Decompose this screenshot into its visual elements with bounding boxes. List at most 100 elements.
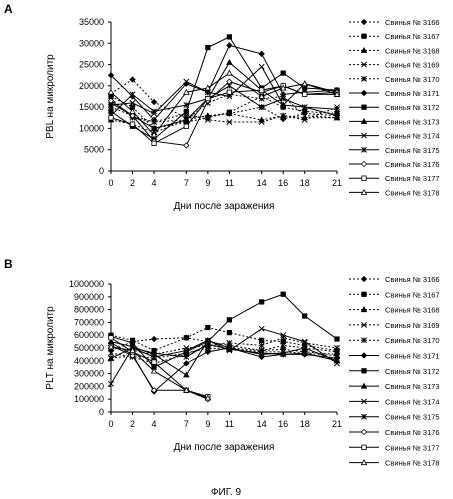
x-tick-label: 16 <box>278 419 288 429</box>
data-point <box>151 140 157 146</box>
legend-entry-3169: Свинья № 3169 <box>349 61 440 70</box>
legend-label: Свинья № 3177 <box>385 174 440 183</box>
legend-swatch-marker <box>360 117 368 124</box>
series-3178 <box>107 69 341 138</box>
data-point <box>258 63 265 70</box>
data-point <box>150 98 158 106</box>
data-point <box>183 78 190 85</box>
x-tick-label: 7 <box>184 178 189 188</box>
x-tick-label: 4 <box>152 178 157 188</box>
data-point <box>129 99 136 106</box>
data-point <box>108 380 114 387</box>
data-point <box>226 89 232 95</box>
y-tick-label: 800000 <box>74 305 104 315</box>
data-point <box>301 116 308 123</box>
data-point <box>301 80 308 87</box>
series-3172 <box>108 34 340 142</box>
data-point <box>280 70 286 76</box>
data-point <box>150 125 158 131</box>
data-point <box>280 291 286 297</box>
data-point <box>108 115 114 121</box>
legend-label: Свинья № 3175 <box>385 413 440 422</box>
data-point <box>204 348 212 356</box>
data-point <box>108 108 114 115</box>
data-point <box>226 119 233 125</box>
legend-entry-3174: Свинья № 3174 <box>349 397 440 406</box>
legend-entry-3170: Свинья № 3170 <box>349 75 440 84</box>
data-point <box>108 335 114 341</box>
data-point <box>204 394 212 401</box>
series-line <box>110 65 338 117</box>
legend-label: Свинья № 3169 <box>385 321 440 330</box>
data-point <box>183 360 190 367</box>
y-tick-label: 700000 <box>74 317 104 327</box>
data-point <box>226 317 232 323</box>
legend-swatch-marker <box>361 146 367 153</box>
y-tick-label: 300000 <box>74 369 104 379</box>
data-point <box>204 112 212 119</box>
legend-entry-3166: Свинья № 3166 <box>349 275 440 284</box>
data-point <box>302 91 308 97</box>
panel-label-b: B <box>4 257 13 271</box>
chart-panel-b: 0 100000 200000 300000 400000 500000 600000 700… <box>45 275 440 468</box>
legend-label: Свинья № 3178 <box>385 459 440 468</box>
y-tick-label: 500000 <box>74 343 104 353</box>
y-tick-label: 35000 <box>79 17 104 27</box>
x-tick-label: 0 <box>108 178 113 188</box>
data-point <box>150 367 158 374</box>
legend-label: Свинья № 3171 <box>385 89 440 98</box>
y-tick-label: 100000 <box>74 394 104 404</box>
x-tick-label: 11 <box>225 178 234 188</box>
legend-entry-3171: Свинья № 3171 <box>349 89 440 98</box>
data-point <box>108 355 114 362</box>
data-point <box>183 354 190 360</box>
legend-entry-3173: Свинья № 3173 <box>349 382 440 391</box>
legend-swatch-marker <box>361 291 367 297</box>
legend-label: Свинья № 3174 <box>385 397 440 406</box>
data-point <box>302 85 308 91</box>
series-line <box>110 85 337 144</box>
data-point <box>258 104 265 111</box>
data-point <box>334 345 340 351</box>
data-point <box>334 106 340 113</box>
x-tick-label: 2 <box>130 419 135 429</box>
legend-swatch-marker <box>360 352 368 359</box>
data-point <box>280 342 287 349</box>
data-point <box>183 116 190 123</box>
y-tick-label: 0 <box>99 407 104 417</box>
y-axis-label: PBL на микролитр <box>45 54 56 139</box>
legend-entry-3177: Свинья № 3177 <box>349 443 440 452</box>
data-point <box>258 119 265 125</box>
legend-entry-3172: Свинья № 3172 <box>349 103 440 112</box>
chart-panel-a: 0 5000 10000 15000 20000 25000 30000 35000 0 2 4 7 9… <box>45 17 440 212</box>
legend-entry-3170: Свинья № 3170 <box>349 336 440 345</box>
legend-label: Свинья № 3168 <box>385 306 440 315</box>
panel-label-a: A <box>4 2 13 16</box>
legend-label: Свинья № 3168 <box>385 46 440 55</box>
data-point <box>280 95 287 102</box>
data-point <box>107 343 115 350</box>
x-tick-label: 9 <box>205 178 210 188</box>
x-tick-label: 7 <box>184 419 189 429</box>
legend-swatch-marker <box>360 306 368 313</box>
legend-entry-3167: Свинья № 3167 <box>349 32 440 41</box>
figure-caption: ФИГ. 9 <box>211 487 242 498</box>
y-tick-label: 600000 <box>74 330 104 340</box>
y-tick-label: 5000 <box>84 145 104 155</box>
legend-swatch-marker <box>361 398 367 405</box>
data-point <box>334 112 340 119</box>
series-3175 <box>108 82 340 119</box>
data-point <box>150 131 158 138</box>
legend-entry-3166: Свинья № 3166 <box>349 18 440 27</box>
data-point <box>183 347 190 354</box>
y-tick-label: 15000 <box>79 102 104 112</box>
data-point <box>226 59 233 65</box>
data-point <box>301 104 308 111</box>
y-tick-label: 20000 <box>79 81 104 91</box>
legend-label: Свинья № 3167 <box>385 32 440 41</box>
legend-swatch-marker <box>360 188 368 195</box>
legend-swatch-marker <box>361 61 367 68</box>
data-point <box>204 116 211 123</box>
data-point <box>183 88 190 95</box>
data-point <box>334 336 340 342</box>
